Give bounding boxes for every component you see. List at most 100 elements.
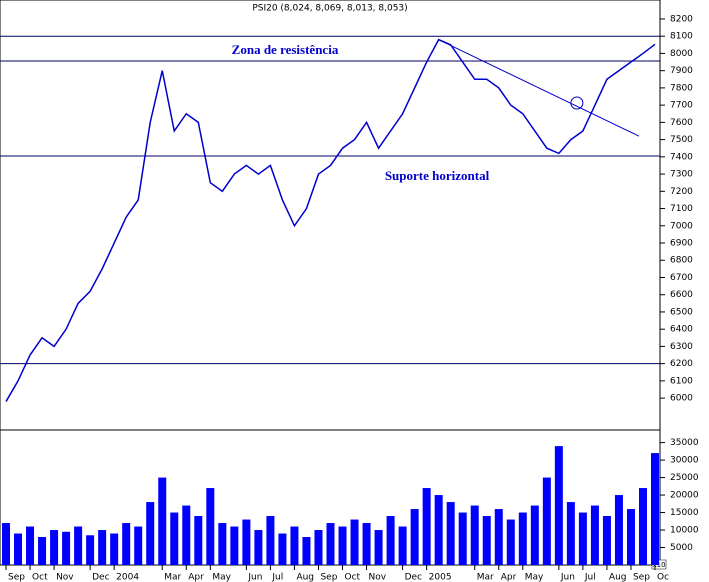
volume-bar: [182, 505, 191, 565]
volume-bar: [14, 533, 23, 565]
y-tick-label: 6800: [670, 256, 693, 266]
y-tick-label: 7500: [670, 135, 693, 145]
volume-bar: [242, 519, 251, 565]
y-tick-label: 7100: [670, 204, 693, 214]
x-tick-label: Oct: [32, 573, 48, 582]
volume-bar: [410, 509, 419, 565]
x-tick-label: Jun: [560, 573, 575, 582]
volume-bar: [74, 526, 83, 565]
volume-bar: [362, 523, 371, 565]
y-tick-label: 8200: [670, 14, 693, 24]
resistance-annotation: Zona de resistência: [232, 42, 339, 57]
y2-tick-label: 15000: [670, 508, 699, 518]
volume-bar: [626, 509, 635, 565]
x-tick-label: Apr: [501, 573, 517, 582]
x-tick-label: Aug: [609, 573, 627, 582]
y-tick-label: 7400: [670, 152, 693, 162]
y-tick-label: 6700: [670, 273, 693, 283]
volume-bar: [422, 488, 431, 565]
volume-bar: [494, 509, 503, 565]
volume-bar: [554, 446, 563, 565]
x-tick-label: Mar: [164, 573, 181, 582]
volume-bar: [506, 519, 515, 565]
smiley: [570, 96, 584, 110]
volume-bar: [651, 453, 659, 565]
volume-bar: [398, 526, 407, 565]
volume-bar: [602, 516, 611, 565]
volume-bar: [2, 523, 10, 565]
y2-tick-label: 25000: [670, 473, 699, 483]
y-tick-label: 6000: [670, 394, 693, 404]
volume-bar: [518, 512, 527, 565]
volume-bar: [146, 502, 155, 565]
price-line: [5, 38, 656, 402]
volume-bar: [578, 512, 587, 565]
volume-bar: [470, 505, 479, 565]
volume-bar: [62, 531, 71, 565]
y2-tick-label: 10000: [670, 526, 699, 536]
volume-bar: [590, 505, 599, 565]
x-tick-label: Jul: [271, 573, 283, 582]
volume-bar: [86, 535, 95, 565]
volume-bar: [26, 526, 35, 565]
x-tick-label: Jul: [584, 573, 596, 582]
volume-bar: [542, 477, 551, 565]
y2-tick-label: 5000: [670, 543, 693, 553]
volume-bar: [530, 505, 539, 565]
y-tick-label: 8000: [670, 49, 693, 59]
y-tick-label: 6100: [670, 376, 693, 386]
volume-bar: [230, 526, 239, 565]
y-tick-label: 7000: [670, 221, 693, 231]
y-tick-label: 7600: [670, 118, 693, 128]
volume-bar: [134, 526, 143, 565]
x-tick-label: Jun: [247, 573, 262, 582]
volume-bar: [566, 502, 575, 565]
x-tick-label: Dec: [405, 573, 422, 582]
volume-bar: [38, 537, 47, 565]
volume-bar: [50, 530, 59, 565]
volume-bar: [338, 526, 347, 565]
y-tick-label: 8100: [670, 32, 693, 42]
volume-bar: [254, 530, 263, 565]
chart-title: PSI20 (8,024, 8,069, 8,013, 8,053): [252, 4, 407, 14]
x-tick-label: Nov: [56, 573, 74, 582]
y-tick-label: 6300: [670, 342, 693, 352]
y2-tick-label: 20000: [670, 491, 699, 501]
y-tick-label: 7900: [670, 66, 693, 76]
y-tick-label: 6500: [670, 307, 693, 317]
x-tick-label: Dec: [92, 573, 109, 582]
y-tick-label: 7300: [670, 170, 693, 180]
volume-bar: [314, 530, 323, 565]
y-tick-label: 6600: [670, 290, 693, 300]
volume-bar: [434, 495, 443, 565]
volume-bar: [266, 516, 275, 565]
x-tick-label: Sep: [8, 573, 25, 582]
volume-bar: [614, 495, 623, 565]
volume-bar: [110, 533, 119, 565]
y-tick-label: 6400: [670, 325, 693, 335]
y-tick-label: 6900: [670, 239, 693, 249]
volume-bar: [206, 488, 215, 565]
volume-bar: [194, 516, 203, 565]
volume-bar: [170, 512, 179, 565]
x-tick-label: Oct: [345, 573, 361, 582]
volume-bar: [218, 523, 227, 565]
y-tick-label: 7700: [670, 101, 693, 111]
volume-bar: [386, 516, 395, 565]
volume-bar: [278, 533, 287, 565]
volume-bar: [458, 512, 467, 565]
x-tick-label: 2004: [116, 573, 139, 582]
x-tick-label: Sep: [633, 573, 650, 582]
volume-bar: [122, 523, 131, 565]
y-tick-label: 6200: [670, 359, 693, 369]
x-tick-label: Nov: [369, 573, 387, 582]
y2-tick-label: 35000: [670, 438, 699, 448]
volume-bar: [374, 530, 383, 565]
y-tick-label: 7200: [670, 187, 693, 197]
volume-bar: [326, 523, 335, 565]
x-tick-label: 2005: [429, 573, 452, 582]
y2-tick-label: 30000: [670, 456, 699, 466]
